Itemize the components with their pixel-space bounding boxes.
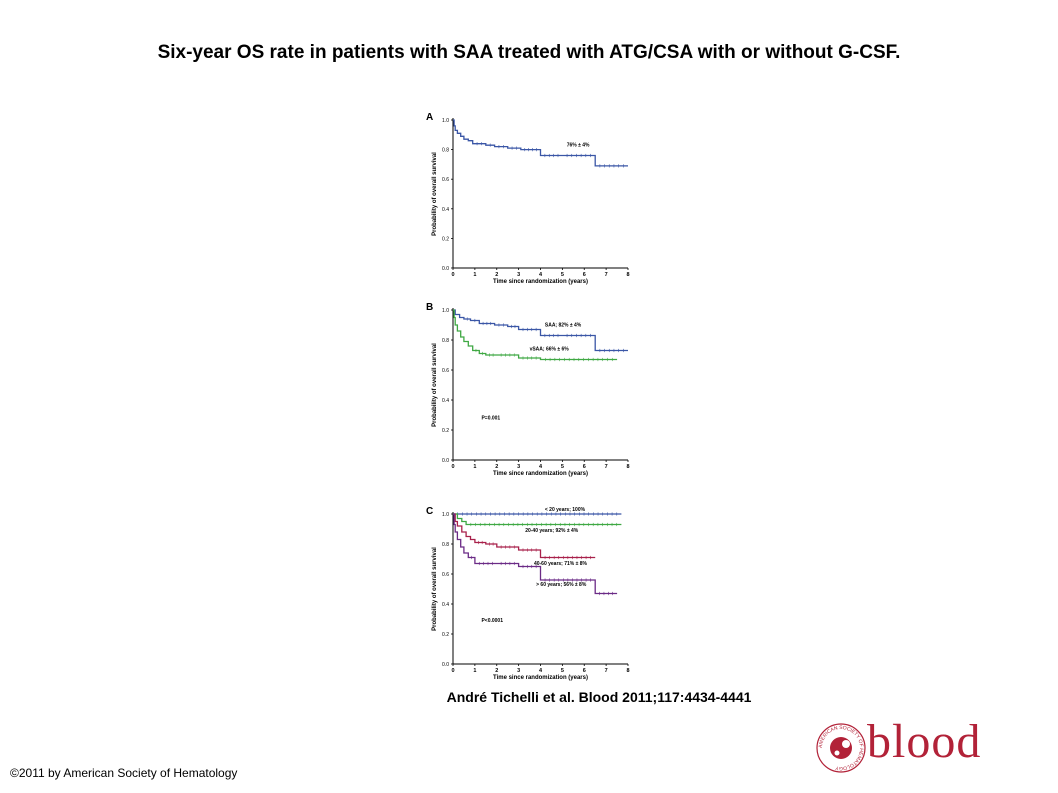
series-line-1 xyxy=(453,309,618,361)
x-axis-label: Time since randomization (years) xyxy=(493,675,588,681)
series-label: 76% ± 4% xyxy=(567,143,590,149)
y-tick-label: 0.4 xyxy=(442,602,449,608)
x-tick-label: 8 xyxy=(626,668,629,674)
y-tick-label: 0.0 xyxy=(442,662,449,668)
y-tick-label: 0.6 xyxy=(442,177,449,183)
panel-c: C 0.0 0.2 0.4 0.6 0.8 1.0 0 1 2 3 4 5 6 7 8 Time since r… xyxy=(426,506,630,681)
y-tick-label: 0.4 xyxy=(442,207,449,213)
x-tick-label: 2 xyxy=(495,464,498,470)
x-tick-label: 1 xyxy=(473,272,476,278)
y-axis-label: Probability of overall survival xyxy=(432,547,438,631)
citation: André Tichelli et al. Blood 2011;117:443… xyxy=(446,689,752,705)
series-line-0 xyxy=(453,119,628,167)
x-tick-label: 0 xyxy=(451,272,454,278)
y-tick-label: 0.8 xyxy=(442,338,449,344)
y-tick-label: 0.2 xyxy=(442,428,449,434)
panel-a: A 0.0 0.2 0.4 0.6 0.8 1.0 0 1 2 3 4 5 6 7 8 Time since r… xyxy=(426,112,630,285)
panel-letter: A xyxy=(426,112,433,123)
series-line-2 xyxy=(453,513,596,559)
x-tick-label: 4 xyxy=(539,464,543,470)
blood-seal-icon: AMERICAN SOCIETY OF HEMATOLOGY xyxy=(816,723,866,773)
blood-logo: AMERICAN SOCIETY OF HEMATOLOGY blood xyxy=(815,715,1005,774)
x-tick-label: 0 xyxy=(451,464,454,470)
x-tick-label: 1 xyxy=(473,668,476,674)
y-tick-label: 0.6 xyxy=(442,572,449,578)
x-tick-label: 2 xyxy=(495,668,498,674)
x-tick-label: 2 xyxy=(495,272,498,278)
series-label: 40-60 years; 71% ± 8% xyxy=(534,561,588,567)
x-tick-label: 3 xyxy=(517,272,520,278)
km-figure-svg: A 0.0 0.2 0.4 0.6 0.8 1.0 0 1 2 3 4 5 6 7 8 Time since r… xyxy=(426,112,630,681)
p-value-annotation: P=0.001 xyxy=(481,416,500,422)
km-figure: A 0.0 0.2 0.4 0.6 0.8 1.0 0 1 2 3 4 5 6 7 8 Time since r… xyxy=(420,104,640,684)
x-tick-label: 4 xyxy=(539,668,543,674)
panel-letter: C xyxy=(426,506,433,517)
y-tick-label: 1.0 xyxy=(442,118,449,124)
y-tick-label: 0.0 xyxy=(442,266,449,272)
x-tick-label: 5 xyxy=(561,464,564,470)
series-line-3 xyxy=(453,513,618,595)
series-label: vSAA; 66% ± 6% xyxy=(530,347,570,353)
y-tick-label: 1.0 xyxy=(442,308,449,314)
panel-b: B 0.0 0.2 0.4 0.6 0.8 1.0 0 1 2 3 4 5 6 7 8 Time since r… xyxy=(426,302,630,477)
series-line-1 xyxy=(453,513,622,526)
x-axis-label: Time since randomization (years) xyxy=(493,279,588,285)
y-tick-label: 0.8 xyxy=(442,148,449,154)
y-axis-label: Probability of overall survival xyxy=(432,152,438,236)
series-line-0 xyxy=(453,309,628,352)
series-label: < 20 years; 100% xyxy=(545,507,586,513)
x-tick-label: 6 xyxy=(583,272,586,278)
x-tick-label: 5 xyxy=(561,272,564,278)
x-tick-label: 6 xyxy=(583,668,586,674)
y-axis-label: Probability of overall survival xyxy=(432,343,438,427)
x-tick-label: 7 xyxy=(605,668,608,674)
x-axis-label: Time since randomization (years) xyxy=(493,471,588,477)
y-tick-label: 0.2 xyxy=(442,236,449,242)
x-tick-label: 7 xyxy=(605,464,608,470)
panel-letter: B xyxy=(426,302,433,313)
y-tick-label: 0.0 xyxy=(442,458,449,464)
series-label: 20-40 years; 92% ± 4% xyxy=(525,528,579,534)
y-tick-label: 0.2 xyxy=(442,632,449,638)
x-tick-label: 8 xyxy=(626,272,629,278)
x-tick-label: 6 xyxy=(583,464,586,470)
blood-logo-word: blood xyxy=(867,715,982,768)
slide-title: Six-year OS rate in patients with SAA tr… xyxy=(157,42,901,63)
series-label: SAA; 82% ± 4% xyxy=(545,323,582,329)
series-label: > 60 years; 56% ± 8% xyxy=(536,582,587,588)
x-tick-label: 7 xyxy=(605,272,608,278)
x-tick-label: 0 xyxy=(451,668,454,674)
copyright-notice: ©2011 by American Society of Hematology xyxy=(10,766,238,780)
y-tick-label: 0.6 xyxy=(442,368,449,374)
y-tick-label: 0.8 xyxy=(442,542,449,548)
y-tick-label: 1.0 xyxy=(442,512,449,518)
x-tick-label: 3 xyxy=(517,668,520,674)
x-tick-label: 3 xyxy=(517,464,520,470)
p-value-annotation: P<0.0001 xyxy=(481,618,503,624)
x-tick-label: 8 xyxy=(626,464,629,470)
x-tick-label: 5 xyxy=(561,668,564,674)
x-tick-label: 1 xyxy=(473,464,476,470)
x-tick-label: 4 xyxy=(539,272,543,278)
y-tick-label: 0.4 xyxy=(442,398,449,404)
